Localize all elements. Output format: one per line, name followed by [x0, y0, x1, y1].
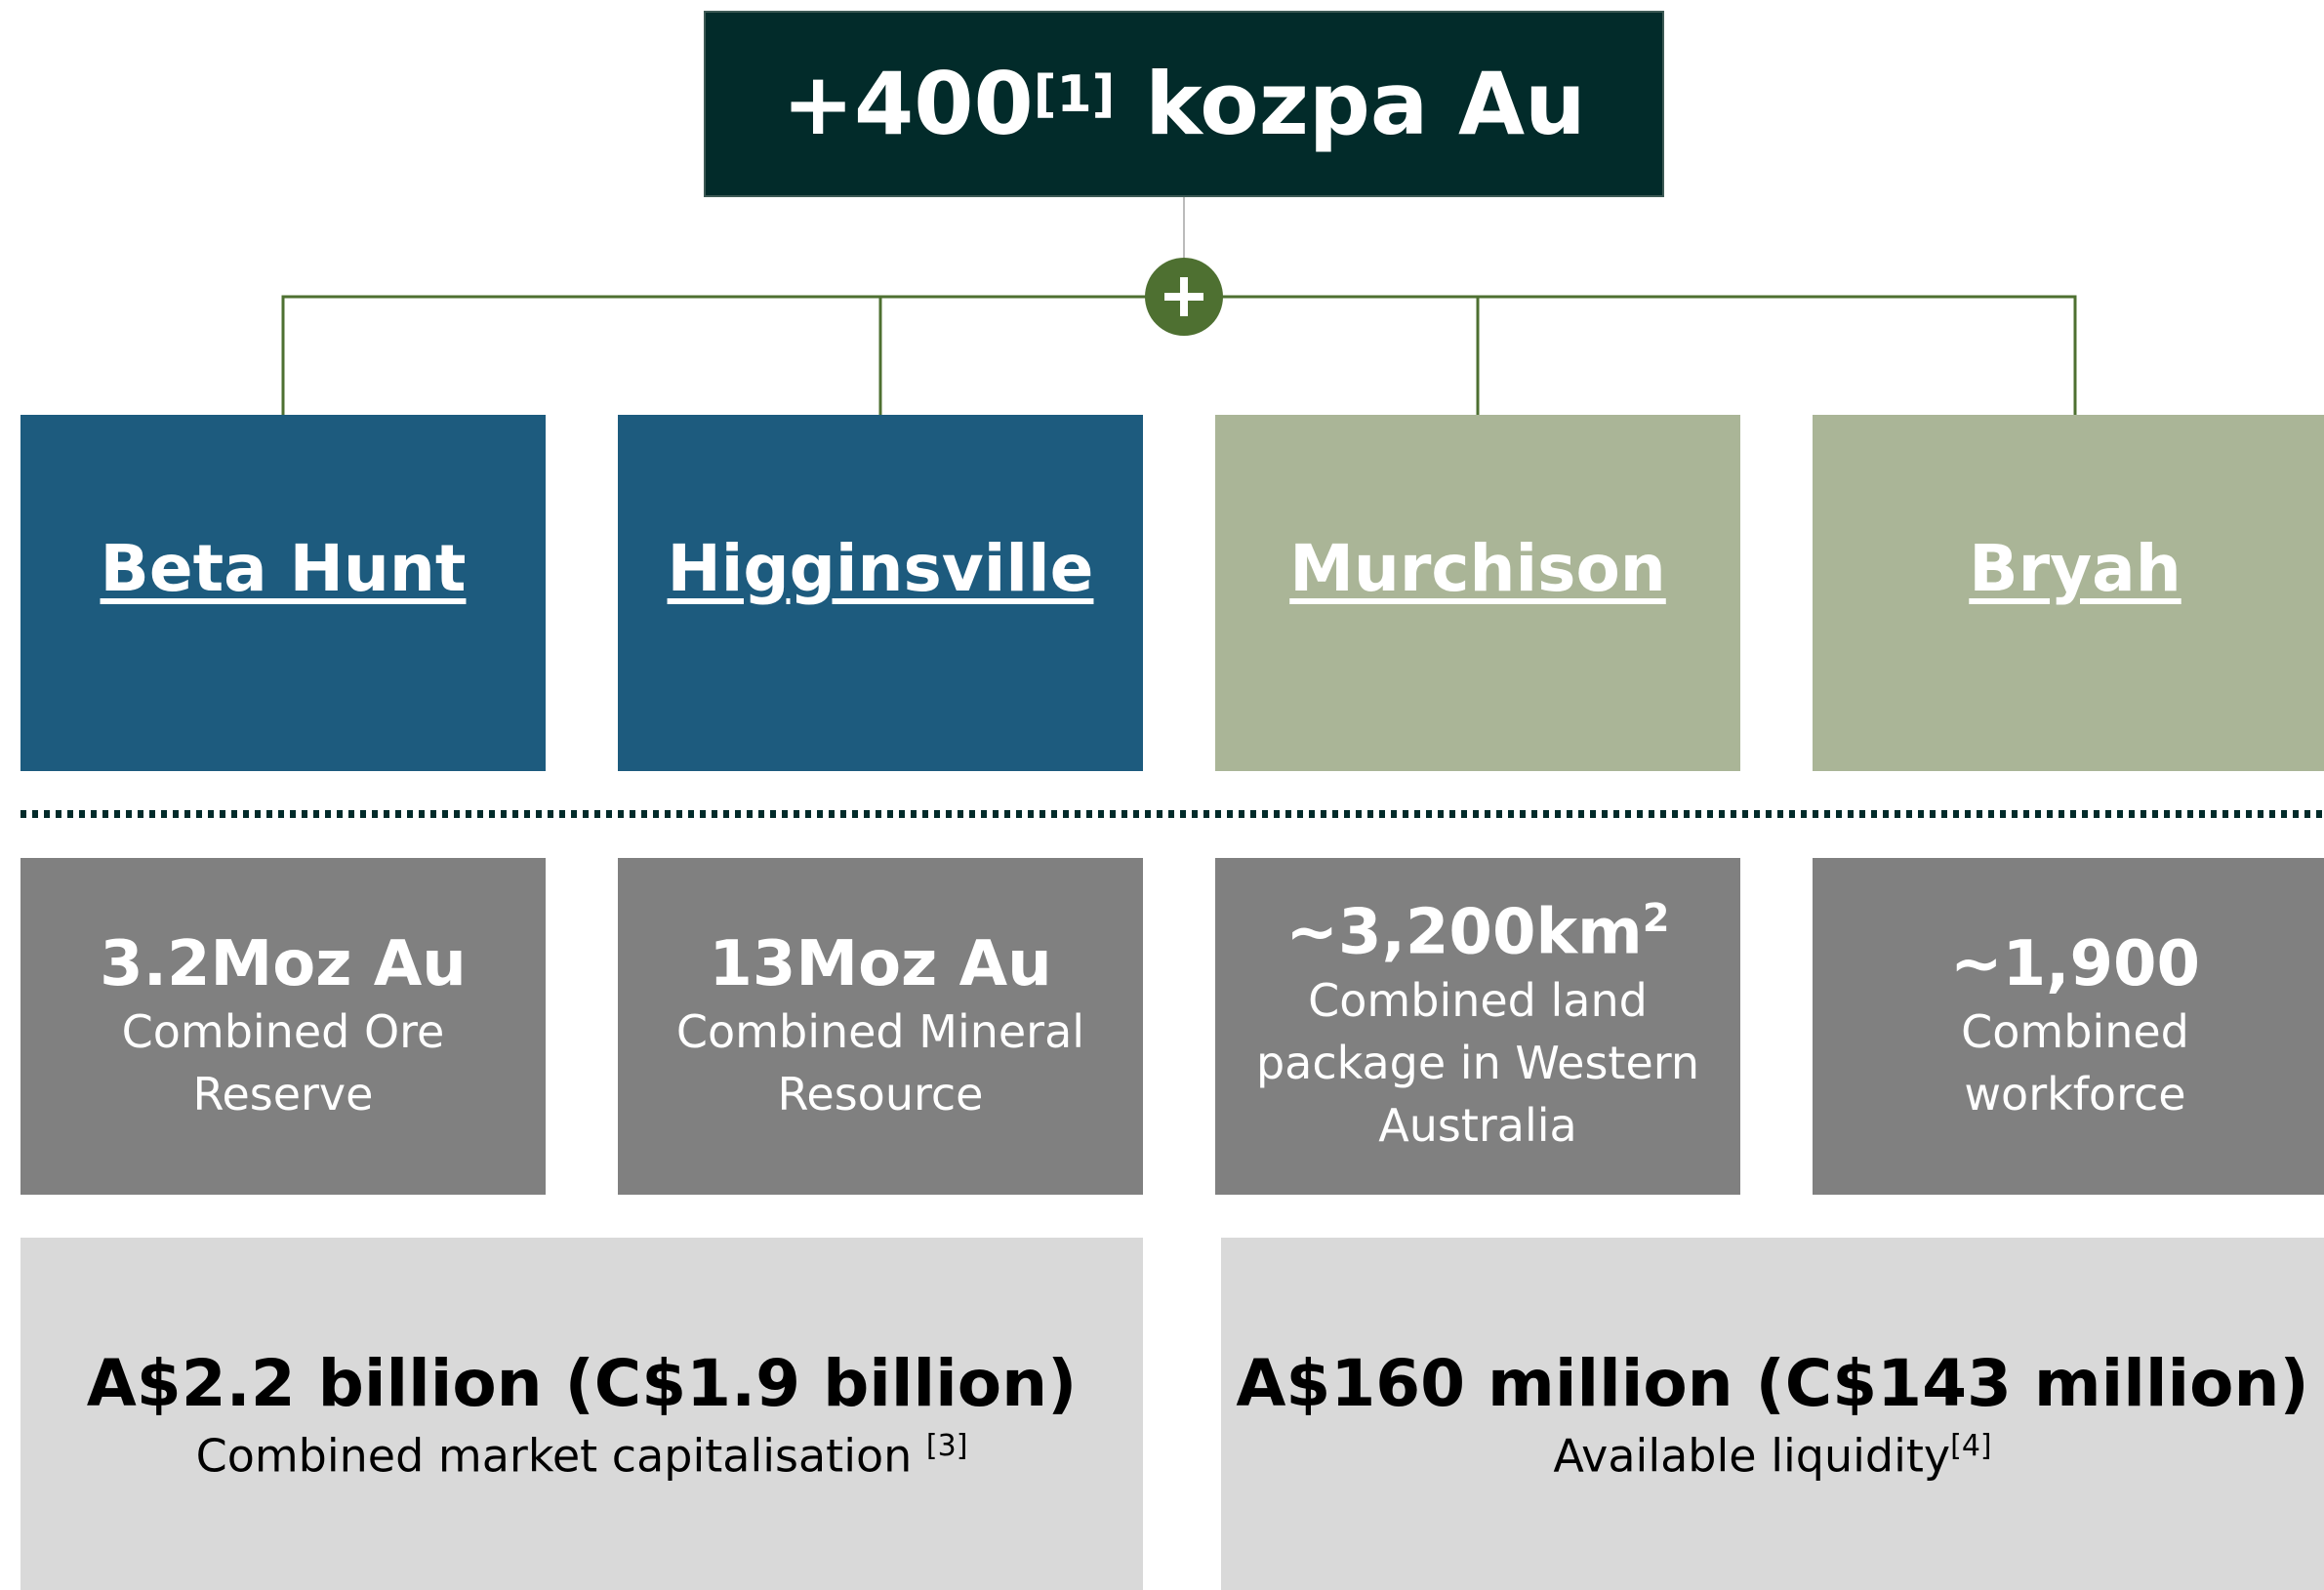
footnote: [3]: [925, 1428, 968, 1463]
total-box: A$2.2 billion (C$1.9 billion) Combined ma…: [20, 1238, 1143, 1590]
asset-box[interactable]: Bryah: [1813, 415, 2324, 771]
footnote: [1]: [1033, 64, 1116, 124]
stat-description: Combined workforce: [1961, 1004, 2189, 1121]
plus-sign: [1164, 277, 1203, 316]
asset-box[interactable]: Higginsville: [618, 415, 1143, 771]
stat-value: 13Moz Au: [709, 927, 1052, 1000]
stat-value: ~1,900: [1949, 927, 2201, 1000]
stat-value-line: 3.2Moz Au: [100, 928, 467, 1000]
total-value: A$2.2 billion (C$1.9 billion): [86, 1345, 1078, 1421]
stat-value: 3.2Moz Au: [100, 927, 467, 1000]
stat-box: ~1,900 Combined workforce: [1813, 858, 2324, 1195]
total-description-line: Combined market capitalisation [3]: [196, 1429, 968, 1482]
stat-description: Combined Ore Reserve: [121, 1004, 445, 1121]
stat-value-line: ~1,900: [1950, 928, 2200, 1000]
total-description-line: Available liquidity[4]: [1553, 1429, 1991, 1482]
header-unit: kozpa Au: [1145, 54, 1586, 154]
stat-box: 13Moz Au Combined Mineral Resource: [618, 858, 1143, 1195]
total-box: A$160 million (C$143 million) Available l…: [1221, 1238, 2324, 1590]
asset-box[interactable]: Murchison: [1215, 415, 1740, 771]
stat-box: ~3,200km2 Combined land package in Wester…: [1215, 858, 1740, 1195]
total-value: A$160 million (C$143 million): [1236, 1345, 2309, 1421]
header-box: +400 [1] kozpa Au: [704, 11, 1664, 197]
asset-box[interactable]: Beta Hunt: [20, 415, 546, 771]
header-value: +400: [782, 54, 1034, 154]
stat-value: ~3,200km: [1285, 896, 1643, 969]
stat-value-line: ~3,200km2: [1285, 896, 1669, 968]
stat-box: 3.2Moz Au Combined Ore Reserve: [20, 858, 546, 1195]
stat-description: Combined land package in Western Austral…: [1255, 973, 1700, 1152]
total-description: Combined market capitalisation: [195, 1429, 926, 1483]
stat-description: Combined Mineral Resource: [675, 1004, 1085, 1121]
stat-value-line: 13Moz Au: [709, 928, 1051, 1000]
total-description: Available liquidity: [1553, 1429, 1951, 1483]
superscript: 2: [1642, 896, 1670, 942]
footnote: [4]: [1950, 1428, 1992, 1463]
